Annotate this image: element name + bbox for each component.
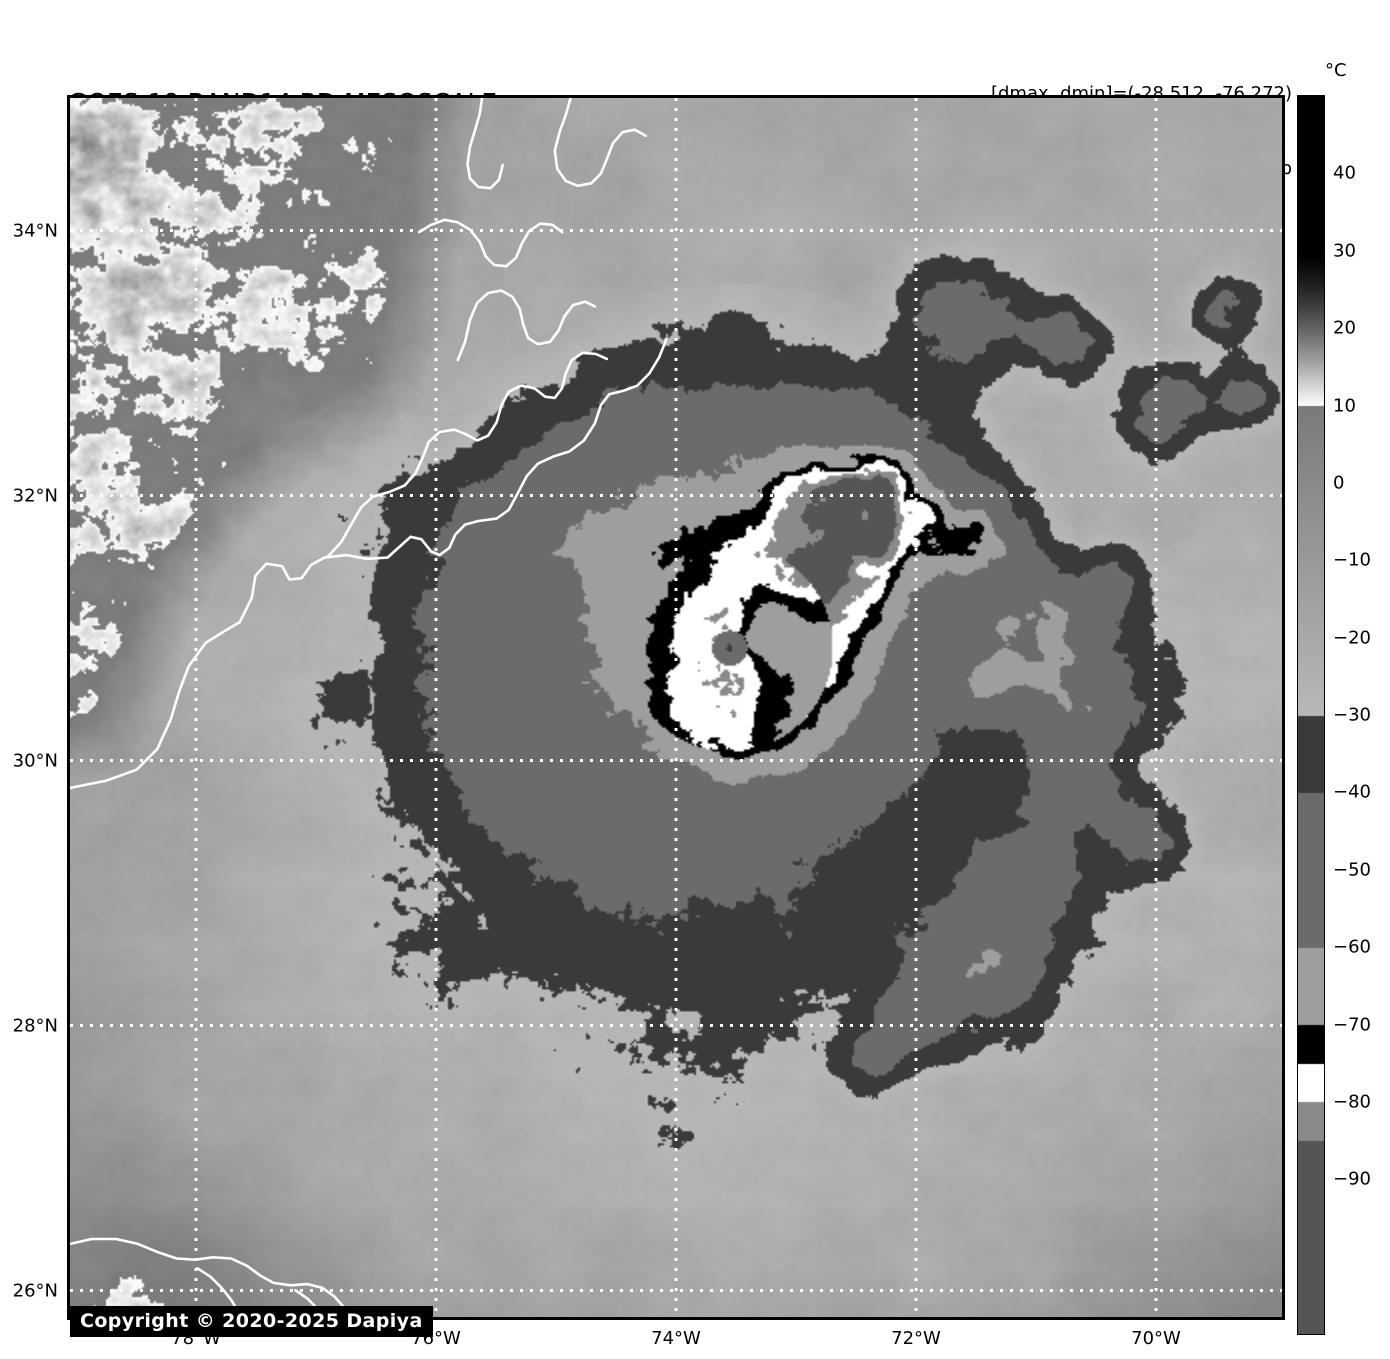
colorbar-tick-30: 30 — [1333, 240, 1356, 262]
colorbar-tick--60: −60 — [1333, 936, 1371, 958]
lon-tick-72: 72°W — [891, 1328, 941, 1349]
colorbar-unit-label: °C — [1325, 60, 1347, 81]
colorbar-tick--10: −10 — [1333, 549, 1371, 571]
colorbar-tick-20: 20 — [1333, 317, 1356, 339]
colorbar-tick--40: −40 — [1333, 781, 1371, 803]
colorbar-tick--20: −20 — [1333, 627, 1371, 649]
colorbar-gradient — [1298, 96, 1324, 1334]
colorbar-tick--50: −50 — [1333, 859, 1371, 881]
lat-tick-26: 26°N — [12, 1280, 58, 1301]
lat-tick-28: 28°N — [12, 1015, 58, 1036]
lon-tick-76: 76°W — [411, 1328, 461, 1349]
lon-tick-74: 74°W — [651, 1328, 701, 1349]
colorbar-tick-10: 10 — [1333, 395, 1356, 416]
satellite-image-plot[interactable] — [67, 95, 1285, 1320]
colorbar-tick--30: −30 — [1333, 704, 1371, 726]
lat-tick-30: 30°N — [12, 750, 58, 771]
lat-tick-32: 32°N — [12, 485, 58, 506]
colorbar-tick--70: −70 — [1333, 1014, 1371, 1035]
colorbar-tick-0: 0 — [1333, 472, 1345, 494]
colorbar-tick--90: −90 — [1333, 1168, 1371, 1190]
colorbar-tick-40: 40 — [1333, 162, 1356, 184]
lon-tick-78: 78°W — [171, 1328, 221, 1349]
infrared-brightness-temperature-raster — [70, 98, 1282, 1317]
colorbar-tick--80: −80 — [1333, 1091, 1371, 1113]
temperature-colorbar[interactable] — [1297, 95, 1325, 1335]
copyright-watermark: Copyright © 2020-2025 Dapiya — [70, 1306, 433, 1337]
lon-tick-70: 70°W — [1131, 1328, 1181, 1349]
lat-tick-34: 34°N — [12, 220, 58, 241]
